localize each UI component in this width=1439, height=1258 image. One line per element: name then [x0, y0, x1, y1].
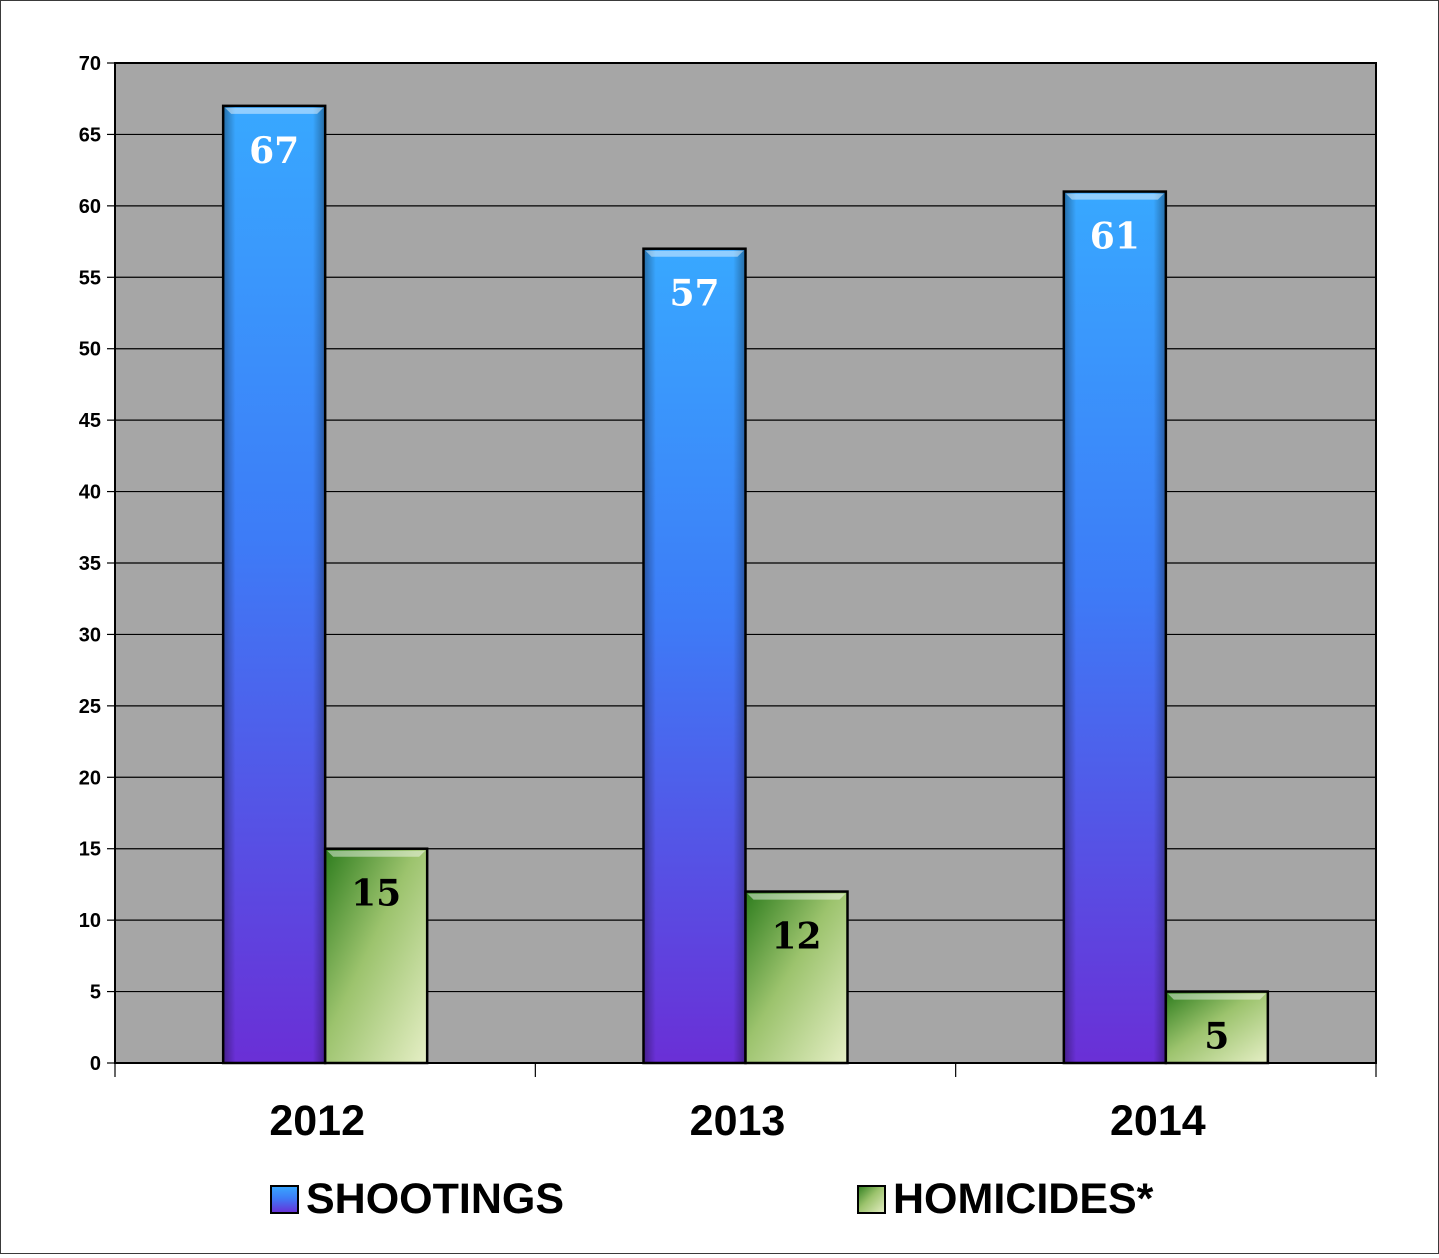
y-tick-label: 30 — [79, 624, 101, 646]
y-tick-label: 45 — [79, 410, 101, 432]
y-tick-label: 35 — [79, 553, 101, 575]
legend: SHOOTINGS HOMICIDES* — [270, 1175, 1154, 1223]
bar-shading — [223, 105, 326, 1064]
data-label: 5 — [1204, 1016, 1229, 1058]
data-label: 61 — [1090, 216, 1140, 258]
data-label: 12 — [771, 916, 821, 958]
data-label: 57 — [669, 273, 719, 315]
bar-bevel — [327, 850, 426, 857]
y-tick-label: 5 — [90, 982, 101, 1004]
data-label: 15 — [351, 873, 401, 915]
bar-homicides-2012: 15 — [323, 847, 429, 1065]
bar-homicides-2014: 5 — [1164, 990, 1270, 1065]
bar-bevel — [1167, 993, 1266, 1000]
bar — [323, 847, 429, 1065]
bar-shootings-2013: 57 — [642, 247, 747, 1065]
y-tick-label: 60 — [79, 196, 101, 218]
legend-label: SHOOTINGS — [306, 1175, 564, 1223]
y-tick-label: 70 — [79, 53, 101, 75]
y-tick-label: 15 — [79, 839, 101, 861]
bar — [744, 890, 849, 1065]
bar-bevel — [225, 107, 324, 114]
bar-shootings-2012: 67 — [221, 104, 327, 1065]
bar-shootings-2014: 61 — [1062, 190, 1168, 1065]
bar-shading — [643, 248, 746, 1063]
legend-label: HOMICIDES* — [893, 1175, 1154, 1223]
x-tick-label: 2012 — [269, 1097, 365, 1145]
x-tick-label: 2014 — [1110, 1097, 1206, 1145]
y-tick-label: 20 — [79, 767, 101, 789]
y-tick-label: 50 — [79, 339, 101, 361]
data-label: 67 — [249, 130, 299, 172]
y-tick-label: 10 — [79, 910, 101, 932]
y-tick-label: 65 — [79, 124, 101, 146]
y-tick-label: 55 — [79, 267, 101, 289]
legend-swatch-homicides — [857, 1185, 886, 1214]
bar-bevel — [1065, 193, 1164, 200]
y-tick-label: 40 — [79, 482, 101, 504]
x-tick-label: 2013 — [690, 1097, 786, 1145]
legend-swatch-shootings — [270, 1185, 299, 1214]
bar-bevel — [747, 893, 846, 900]
y-tick-label: 25 — [79, 696, 101, 718]
bar-homicides-2013: 12 — [744, 890, 849, 1065]
bar-bevel — [645, 250, 744, 257]
bar-shading — [1063, 191, 1166, 1064]
bar — [1164, 990, 1270, 1065]
y-tick-label: 0 — [90, 1053, 101, 1075]
